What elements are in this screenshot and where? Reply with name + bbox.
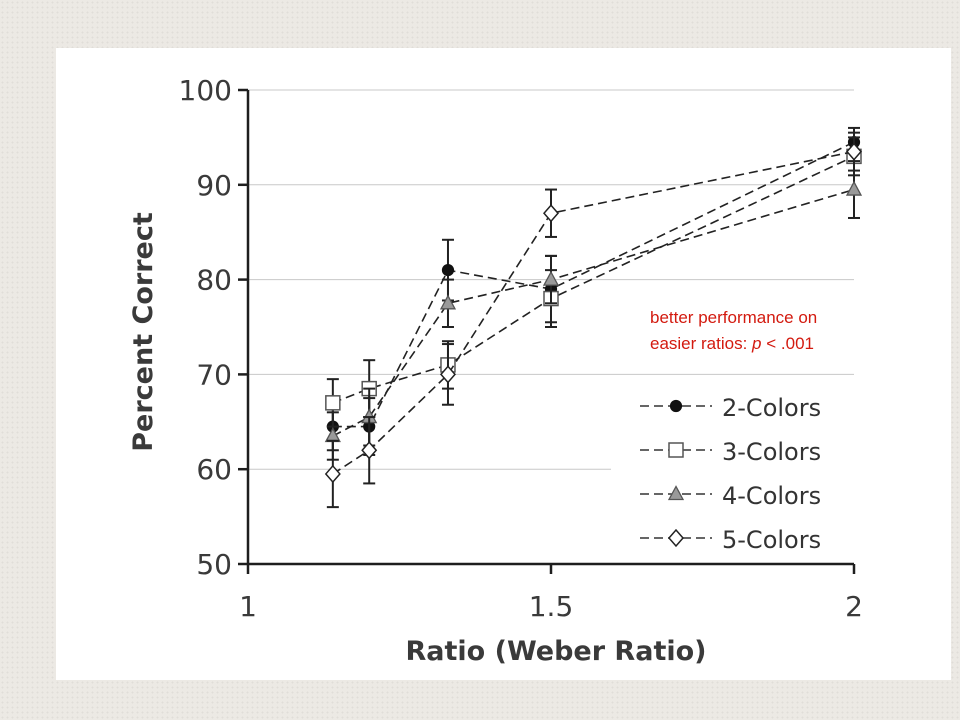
x-tick-label-1.5: 1.5 — [529, 590, 574, 623]
chart-panel: 50 60 70 80 90 100 1 1.5 2 Ratio (Weber Ratio) Per… — [56, 48, 951, 680]
point-4-Colors-3 — [542, 270, 560, 286]
point-4-Colors-0 — [324, 427, 341, 443]
chart: 50 60 70 80 90 100 1 1.5 2 Ratio (Weber Ratio) Per… — [128, 74, 863, 667]
annotation-p-value-symbol: p — [752, 334, 762, 353]
y-tick-label-70: 70 — [196, 358, 232, 391]
x-tick-label-2: 2 — [845, 590, 863, 623]
y-tick-label-80: 80 — [196, 264, 232, 297]
point-4-Colors-2 — [439, 294, 457, 310]
point-2-Colors-2 — [441, 264, 455, 277]
legend-label-2-Colors: 2-Colors — [722, 394, 821, 422]
series — [324, 126, 863, 509]
x-tick-label-1: 1 — [239, 590, 257, 623]
x-axis-title: Ratio (Weber Ratio) — [405, 636, 706, 667]
point-4-Colors-4 — [845, 180, 863, 196]
y-tick-label-100: 100 — [179, 74, 232, 107]
point-5-Colors-3 — [543, 204, 559, 223]
y-tick-label-60: 60 — [196, 453, 232, 486]
legend-marker-4-Colors — [667, 485, 685, 501]
annotation-line-2: easier ratios: p < .001 — [650, 331, 817, 357]
legend-marker-5-Colors — [668, 528, 684, 548]
legend-label-4-Colors: 4-Colors — [722, 482, 821, 510]
annotation-line-1: better performance on — [650, 308, 818, 327]
y-tick-label-50: 50 — [196, 548, 232, 581]
point-5-Colors-0 — [324, 464, 341, 484]
series-5-Colors — [324, 131, 862, 509]
legend-label-3-Colors: 3-Colors — [722, 438, 821, 466]
y-axis-title: Percent Correct — [128, 212, 159, 452]
annotation: better performance on easier ratios: p <… — [650, 305, 817, 357]
annotation-prefix: easier ratios: — [650, 334, 753, 353]
y-tick-label-90: 90 — [196, 169, 232, 202]
series-3-Colors — [325, 136, 862, 428]
point-3-Colors-0 — [325, 395, 341, 411]
legend-marker-2-Colors — [669, 399, 683, 413]
series-4-Colors — [324, 160, 863, 461]
annotation-suffix: < .001 — [761, 334, 814, 353]
series-line-5-Colors — [332, 150, 855, 475]
point-5-Colors-2 — [439, 365, 456, 384]
series-line-3-Colors — [332, 155, 855, 404]
legend: 2-Colors 3-Colors 4-Colors 5-Colors — [640, 394, 821, 554]
axes: 50 60 70 80 90 100 1 1.5 2 Ratio (Weber Ratio) Per… — [128, 74, 863, 667]
legend-label-5-Colors: 5-Colors — [722, 526, 821, 554]
point-5-Colors-4 — [846, 142, 862, 161]
legend-marker-3-Colors — [668, 442, 684, 458]
point-5-Colors-1 — [361, 441, 378, 460]
